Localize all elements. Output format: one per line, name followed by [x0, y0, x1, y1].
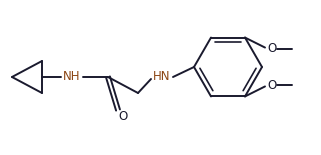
Text: O: O [267, 42, 277, 55]
Text: O: O [118, 109, 128, 122]
Text: NH: NH [63, 71, 81, 84]
Text: HN: HN [153, 71, 171, 84]
Text: O: O [267, 79, 277, 92]
